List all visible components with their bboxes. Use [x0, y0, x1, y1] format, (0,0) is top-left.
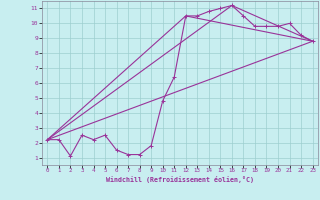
X-axis label: Windchill (Refroidissement éolien,°C): Windchill (Refroidissement éolien,°C): [106, 176, 254, 183]
